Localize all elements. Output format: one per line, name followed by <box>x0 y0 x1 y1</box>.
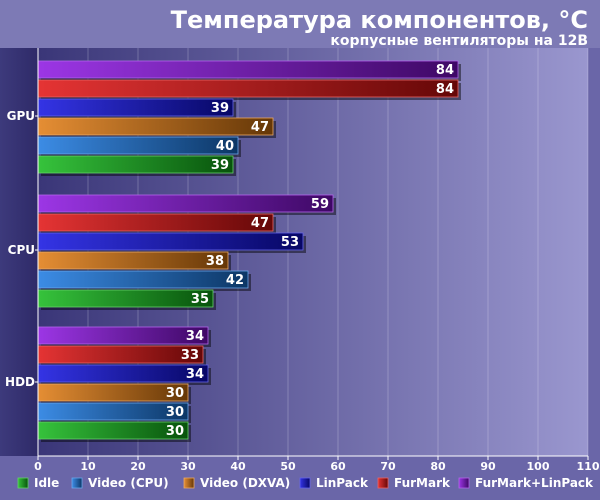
legend-swatch <box>377 477 389 489</box>
legend-swatch <box>71 477 83 489</box>
chart-subtitle: корпусные вентиляторы на 12В <box>330 33 588 49</box>
category-label: GPU <box>7 109 35 123</box>
legend-label: Video (DXVA) <box>200 476 290 490</box>
bar-value-label: 39 <box>211 101 229 116</box>
bar-value-label: 47 <box>251 216 269 231</box>
x-axis: 0 10 20 30 40 50 60 70 80 90 100 110 <box>34 48 600 473</box>
bar-value-label: 84 <box>436 63 454 78</box>
x-tick-label: 50 <box>280 460 296 473</box>
bar <box>37 136 239 155</box>
bar <box>37 79 459 98</box>
legend-label: FurMark+LinPack <box>475 476 594 490</box>
title-band <box>0 0 600 48</box>
legend-label: Idle <box>34 476 59 490</box>
left-panel <box>0 48 38 456</box>
bar-value-label: 40 <box>216 139 234 154</box>
bar <box>37 98 234 117</box>
bar <box>37 194 334 213</box>
x-tick-label: 40 <box>230 460 246 473</box>
bar-value-label: 30 <box>166 405 184 420</box>
x-tick-label: 30 <box>180 460 196 473</box>
bar <box>37 289 214 308</box>
x-tick-label: 20 <box>130 460 146 473</box>
category-labels: GPU CPU HDD <box>5 109 38 389</box>
bar <box>37 364 209 383</box>
category-label: HDD <box>5 375 35 389</box>
legend-swatch <box>458 477 470 489</box>
bar-value-label: 34 <box>186 329 204 344</box>
legend-swatch <box>299 477 311 489</box>
x-tick-label: 100 <box>527 460 550 473</box>
x-tick-label: 110 <box>577 460 600 473</box>
legend-swatch <box>17 477 29 489</box>
bar <box>37 345 204 364</box>
x-tick-label: 10 <box>80 460 96 473</box>
bar-value-label: 33 <box>181 348 199 363</box>
bar <box>37 251 229 270</box>
bar-value-label: 39 <box>211 158 229 173</box>
bar <box>37 155 234 174</box>
x-tick-label: 80 <box>430 460 446 473</box>
bar-value-label: 47 <box>251 120 269 135</box>
bar <box>37 232 304 251</box>
legend-swatch <box>183 477 195 489</box>
bar-value-label: 84 <box>436 82 454 97</box>
legend-label: LinPack <box>316 476 369 490</box>
legend-label: Video (CPU) <box>88 476 169 490</box>
bar-value-label: 59 <box>311 197 329 212</box>
x-tick-label: 60 <box>330 460 346 473</box>
bar-value-label: 42 <box>226 273 244 288</box>
bar <box>37 326 209 345</box>
chart-title: Температура компонентов, °C <box>171 6 588 34</box>
bar-value-label: 34 <box>186 367 204 382</box>
legend: Idle Video (CPU) Video (DXVA) LinPack FurMar… <box>17 476 594 490</box>
bar <box>37 117 274 136</box>
x-tick-label: 90 <box>480 460 496 473</box>
bar-value-label: 30 <box>166 386 184 401</box>
x-tick-label: 70 <box>380 460 396 473</box>
bar-value-label: 35 <box>191 292 209 307</box>
bar-value-label: 53 <box>281 235 299 250</box>
legend-label: FurMark <box>394 476 451 490</box>
bar-value-label: 38 <box>206 254 224 269</box>
bar <box>37 213 274 232</box>
x-tick-label: 0 <box>34 460 42 473</box>
bar <box>37 60 459 79</box>
category-label: CPU <box>8 243 35 257</box>
bar-value-label: 30 <box>166 424 184 439</box>
bar <box>37 270 249 289</box>
